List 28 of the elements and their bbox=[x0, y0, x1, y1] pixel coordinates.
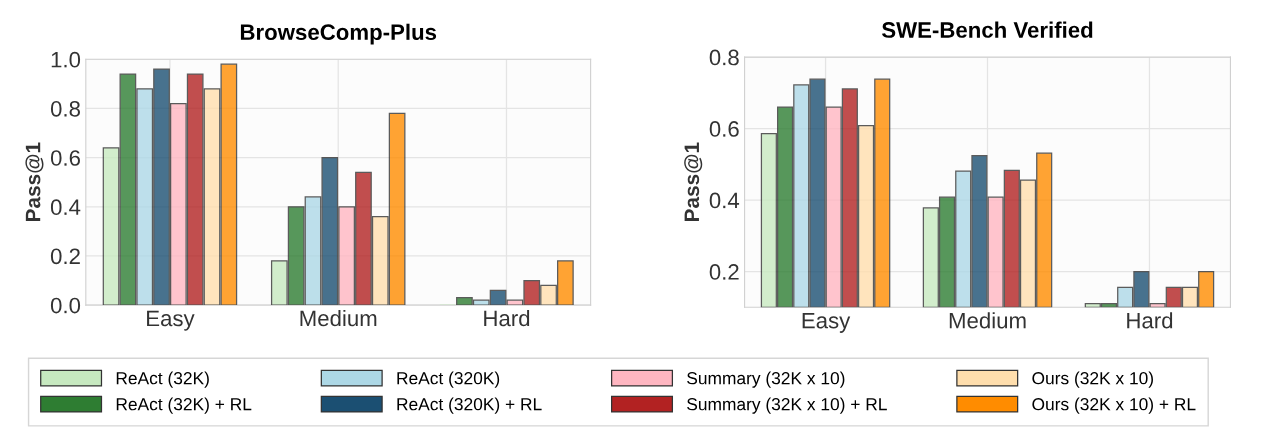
chart-title: SWE-Bench Verified bbox=[881, 21, 1093, 38]
y-tick-label: 0.4 bbox=[50, 199, 81, 216]
y-tick-label: 0.0 bbox=[50, 297, 81, 314]
y-tick-label: 0.8 bbox=[709, 49, 739, 66]
chart-title: BrowseComp-Plus bbox=[240, 23, 437, 45]
x-tick-label: Easy bbox=[802, 312, 851, 333]
y-tick-label: 1.0 bbox=[51, 51, 81, 68]
legend-label: Ours (32K x 10) bbox=[1032, 371, 1153, 388]
x-tick-label: Hard bbox=[1127, 312, 1173, 329]
y-axis-title: Pass@1 bbox=[25, 142, 44, 222]
x-tick-label: Medium bbox=[949, 312, 1026, 329]
legend-label: Ours (32K x 10) + RL bbox=[1032, 397, 1196, 414]
y-tick-label: 0.2 bbox=[50, 248, 80, 265]
legend-label: Summary (32K x 10) + RL bbox=[687, 397, 887, 414]
y-tick-label: 0.4 bbox=[709, 192, 740, 209]
legend-label: ReAct (320K) bbox=[397, 371, 500, 388]
legend-label: ReAct (320K) + RL bbox=[397, 397, 542, 414]
y-tick-label: 0.8 bbox=[50, 100, 80, 117]
legend-label: Summary (32K x 10) bbox=[687, 371, 845, 388]
y-tick-label: 0.6 bbox=[709, 121, 739, 137]
y-tick-label: 0.6 bbox=[50, 150, 80, 166]
legend-label: ReAct (32K) bbox=[116, 371, 209, 388]
y-tick-label: 0.2 bbox=[709, 264, 739, 280]
y-axis-title: Pass@1 bbox=[684, 142, 703, 222]
x-tick-label: Easy bbox=[147, 310, 195, 331]
x-tick-label: Medium bbox=[300, 309, 377, 327]
legend-label: ReAct (32K) + RL bbox=[116, 397, 252, 414]
x-tick-label: Hard bbox=[484, 309, 530, 327]
